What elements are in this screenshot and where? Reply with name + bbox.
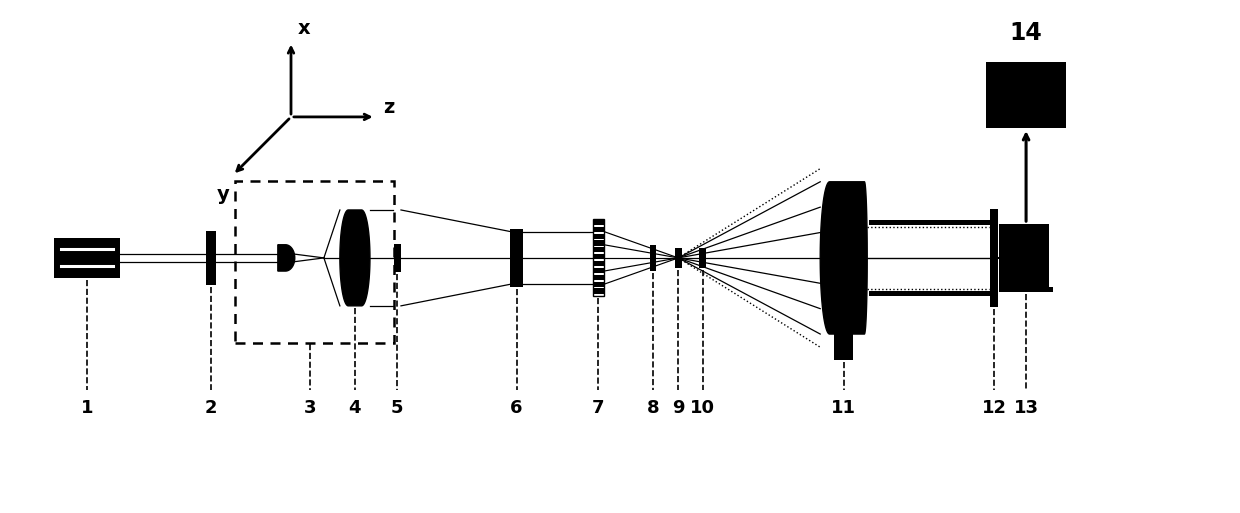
Text: 1: 1 — [81, 399, 93, 417]
Bar — [593, 241, 604, 246]
Text: 5: 5 — [391, 399, 403, 417]
Bar — [999, 224, 1003, 292]
Bar — [835, 334, 853, 360]
Bar — [986, 63, 1066, 128]
Bar — [699, 248, 706, 268]
Text: 11: 11 — [831, 399, 856, 417]
Bar — [990, 209, 998, 307]
Bar — [869, 220, 996, 225]
Text: 2: 2 — [205, 399, 217, 417]
Text: 10: 10 — [691, 399, 715, 417]
Bar — [593, 227, 604, 232]
Bar — [394, 244, 401, 272]
Bar — [593, 247, 604, 252]
Text: 6: 6 — [511, 399, 523, 417]
Text: 12: 12 — [982, 399, 1007, 417]
Polygon shape — [340, 210, 370, 306]
Text: z: z — [383, 98, 394, 117]
Text: 14: 14 — [1009, 22, 1043, 46]
Text: 9: 9 — [672, 399, 684, 417]
Bar — [206, 231, 216, 285]
Text: 13: 13 — [1013, 399, 1039, 417]
Bar — [593, 288, 604, 293]
Polygon shape — [278, 245, 295, 271]
Bar — [234, 181, 394, 343]
Bar — [593, 220, 604, 225]
Bar — [650, 245, 656, 271]
Bar — [593, 261, 604, 266]
Bar — [869, 291, 996, 295]
Text: x: x — [298, 19, 310, 38]
Text: 3: 3 — [304, 399, 316, 417]
Bar — [675, 248, 682, 268]
Bar — [1003, 224, 1049, 292]
Bar — [593, 275, 604, 280]
Text: 8: 8 — [646, 399, 660, 417]
Bar — [593, 254, 604, 259]
Bar — [511, 229, 523, 287]
Bar — [593, 220, 604, 297]
Bar — [593, 282, 604, 287]
Bar — [593, 268, 604, 273]
Bar — [593, 233, 604, 239]
Bar — [55, 238, 120, 278]
Bar — [999, 287, 1053, 292]
Text: 7: 7 — [593, 399, 605, 417]
Text: 4: 4 — [348, 399, 361, 417]
Polygon shape — [820, 182, 867, 334]
Text: y: y — [217, 185, 229, 204]
